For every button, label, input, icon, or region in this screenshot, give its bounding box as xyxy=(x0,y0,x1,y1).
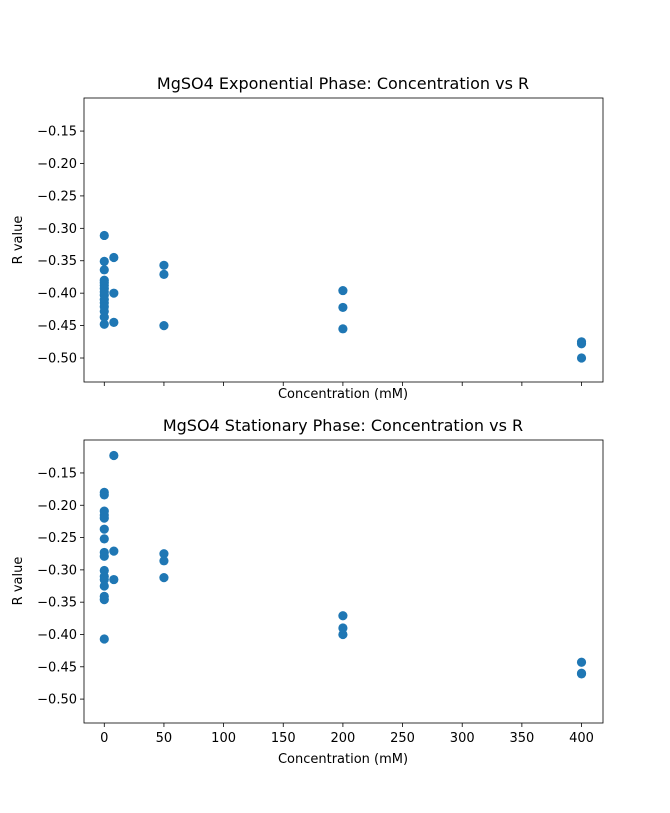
stationary-phase-data-point xyxy=(338,611,348,621)
exponential-phase-ticks: −0.50 −0.45 −0.40 −0.35 −0.30 −0.25 −0.20 −0.15 xyxy=(37,125,582,386)
exponential-phase-data-point xyxy=(338,285,348,296)
exponential-phase-ytick-label: −0.45 xyxy=(37,319,77,334)
exponential-phase-data-point xyxy=(99,312,109,322)
stationary-phase-xlabel: Concentration (mM) xyxy=(278,752,408,767)
stationary-phase-xtick-label: 250 xyxy=(390,731,415,746)
stationary-phase-data-point xyxy=(109,574,119,585)
exponential-phase-data-point xyxy=(99,256,109,266)
stationary-phase-title: MgSO4 Stationary Phase: Concentration vs… xyxy=(163,416,523,435)
stationary-phase-data-point xyxy=(99,551,109,561)
exponential-phase-data-point xyxy=(159,269,169,279)
exponential-phase-ytick-label: −0.20 xyxy=(37,157,77,172)
stationary-phase-xtick-label: 300 xyxy=(450,731,475,746)
stationary-phase-ytick-label: −0.35 xyxy=(37,596,77,611)
exponential-phase-data-point xyxy=(338,324,348,334)
exponential-phase-data-point xyxy=(109,317,119,327)
stationary-phase-ytick-label: −0.25 xyxy=(37,531,77,546)
stationary-phase-data-point xyxy=(576,669,587,679)
exponential-phase-xlabel: Concentration (mM) xyxy=(278,387,408,402)
stationary-phase-ticks: 0 50 100 150 200 250 300 350 400 −0.50 −0.45 −0.40 −… xyxy=(37,466,594,746)
stationary-phase-xtick-label: 350 xyxy=(509,731,534,746)
exponential-phase-data-point xyxy=(99,319,109,329)
stationary-phase-points xyxy=(99,450,587,679)
stationary-phase-data-point xyxy=(159,549,169,559)
exponential-phase-data-point xyxy=(576,339,587,349)
stationary-phase-xtick-label: 200 xyxy=(330,731,355,746)
exponential-phase-axes-frame xyxy=(83,97,604,383)
stationary-phase-data-point xyxy=(99,594,109,605)
stationary-phase-xtick-label: 100 xyxy=(211,731,236,746)
stationary-phase-xtick-label: 400 xyxy=(569,731,594,746)
stationary-phase-ytick-label: −0.30 xyxy=(37,563,77,578)
exponential-phase-data-point xyxy=(159,260,169,270)
stationary-phase-data-point xyxy=(99,634,109,644)
exponential-phase-ylabel: R value xyxy=(11,216,26,265)
stationary-phase-xtick-label: 50 xyxy=(156,731,173,746)
exponential-phase-ytick-label: −0.15 xyxy=(37,125,77,140)
stationary-phase-plot: MgSO4 Stationary Phase: Concentration vs… xyxy=(11,416,604,767)
stationary-phase-data-point xyxy=(576,657,587,667)
exponential-phase-ytick-label: −0.35 xyxy=(37,254,77,269)
stationary-phase-data-point xyxy=(109,546,119,556)
stationary-phase-ytick-label: −0.50 xyxy=(37,693,77,708)
exponential-phase-data-point xyxy=(338,302,348,313)
exponential-phase-ytick-label: −0.40 xyxy=(37,287,77,302)
stationary-phase-data-point xyxy=(338,623,348,633)
stationary-phase-data-point xyxy=(99,524,109,534)
stationary-phase-xtick-label: 0 xyxy=(100,731,108,746)
stationary-phase-data-point xyxy=(159,556,169,566)
exponential-phase-data-point xyxy=(99,265,109,275)
exponential-phase-points xyxy=(99,230,587,363)
stationary-phase-data-point xyxy=(99,490,109,500)
exponential-phase-plot: MgSO4 Exponential Phase: Concentration v… xyxy=(11,74,604,402)
stationary-phase-data-point xyxy=(338,629,348,640)
stationary-phase-ytick-label: −0.15 xyxy=(37,466,77,481)
exponential-phase-data-point xyxy=(576,353,587,363)
exponential-phase-ytick-label: −0.30 xyxy=(37,222,77,237)
stationary-phase-data-point xyxy=(99,534,109,544)
stationary-phase-data-point xyxy=(99,581,109,591)
stationary-phase-data-point xyxy=(159,573,169,583)
stationary-phase-data-point xyxy=(99,574,109,585)
exponential-phase-data-point xyxy=(99,230,109,241)
stationary-phase-ytick-label: −0.20 xyxy=(37,499,77,514)
stationary-phase-data-point xyxy=(109,450,119,461)
stationary-phase-ytick-label: −0.40 xyxy=(37,628,77,643)
exponential-phase-ytick-label: −0.25 xyxy=(37,189,77,204)
stationary-phase-axes-frame xyxy=(83,439,604,724)
exponential-phase-data-point xyxy=(109,288,119,298)
stationary-phase-xtick-label: 150 xyxy=(271,731,296,746)
exponential-phase-data-point xyxy=(159,320,169,331)
exponential-phase-data-point xyxy=(109,252,119,263)
exponential-phase-title: MgSO4 Exponential Phase: Concentration v… xyxy=(157,74,529,93)
stationary-phase-ylabel: R value xyxy=(11,557,26,606)
stationary-phase-ytick-label: −0.45 xyxy=(37,660,77,675)
stationary-phase-data-point xyxy=(99,513,109,523)
exponential-phase-ytick-label: −0.50 xyxy=(37,352,77,367)
